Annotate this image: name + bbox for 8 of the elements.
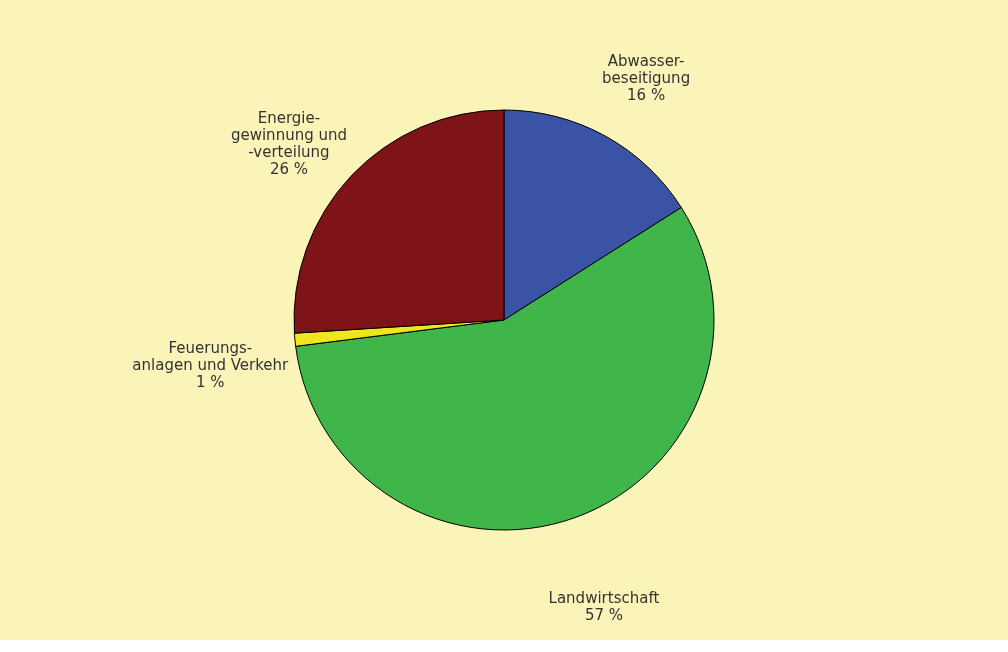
slice-label: Landwirtschaft [548, 588, 660, 607]
data-label: 57 % [584, 605, 623, 624]
slice-label: Feuerungs- anlagen und Verkehr [132, 338, 290, 374]
data-label: 26 % [269, 160, 309, 179]
data-label: 1 % [196, 372, 225, 391]
slice-label: Abwasser- beseitigung [602, 52, 691, 88]
slice-label: Energie- gewinnung und -verteilung [230, 109, 347, 162]
data-label: 16 % [627, 86, 666, 105]
